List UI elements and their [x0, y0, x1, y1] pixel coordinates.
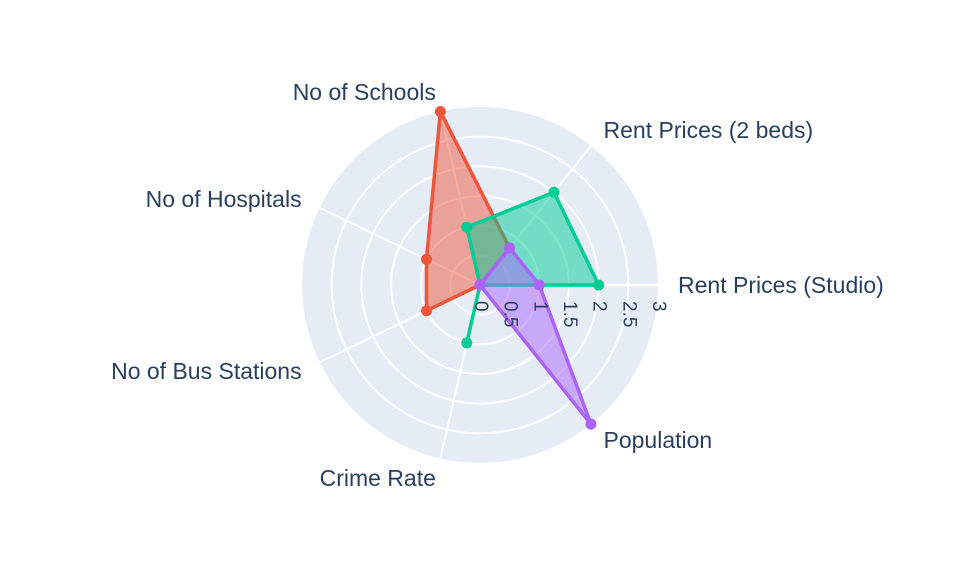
radial-tick-label: 2.5: [618, 301, 639, 327]
radial-tick-label: 2: [589, 301, 610, 312]
angular-axis-label: Rent Prices (Studio): [678, 272, 884, 298]
data-point[interactable]: [461, 221, 473, 233]
data-point[interactable]: [548, 186, 560, 198]
data-point[interactable]: [504, 242, 516, 254]
radial-tick-label: 0.5: [500, 301, 521, 327]
data-point[interactable]: [593, 279, 605, 291]
angular-axis-label: No of Schools: [293, 79, 436, 105]
data-point[interactable]: [585, 418, 597, 430]
data-point[interactable]: [434, 105, 446, 117]
angular-axis-label: Crime Rate: [320, 465, 436, 491]
data-point[interactable]: [421, 253, 433, 265]
angular-axis-label: No of Bus Stations: [111, 358, 302, 384]
angular-axis-label: No of Hospitals: [146, 186, 302, 212]
data-point[interactable]: [421, 305, 433, 317]
label-layer: Rent Prices (Studio) Rent Prices (2 beds)…: [111, 79, 884, 491]
radial-tick-label: 0: [470, 301, 491, 312]
series-layer: [421, 105, 605, 430]
data-point[interactable]: [533, 279, 545, 291]
data-point[interactable]: [461, 337, 473, 349]
radial-tick-label: 1: [529, 301, 550, 312]
angular-axis-label: Population: [604, 427, 713, 453]
radial-tick-label: 1.5: [559, 301, 580, 327]
angular-axis-label: Rent Prices (2 beds): [604, 117, 814, 143]
radial-tick-label: 3: [648, 301, 669, 312]
series-3: [474, 242, 597, 430]
data-point[interactable]: [474, 279, 486, 291]
